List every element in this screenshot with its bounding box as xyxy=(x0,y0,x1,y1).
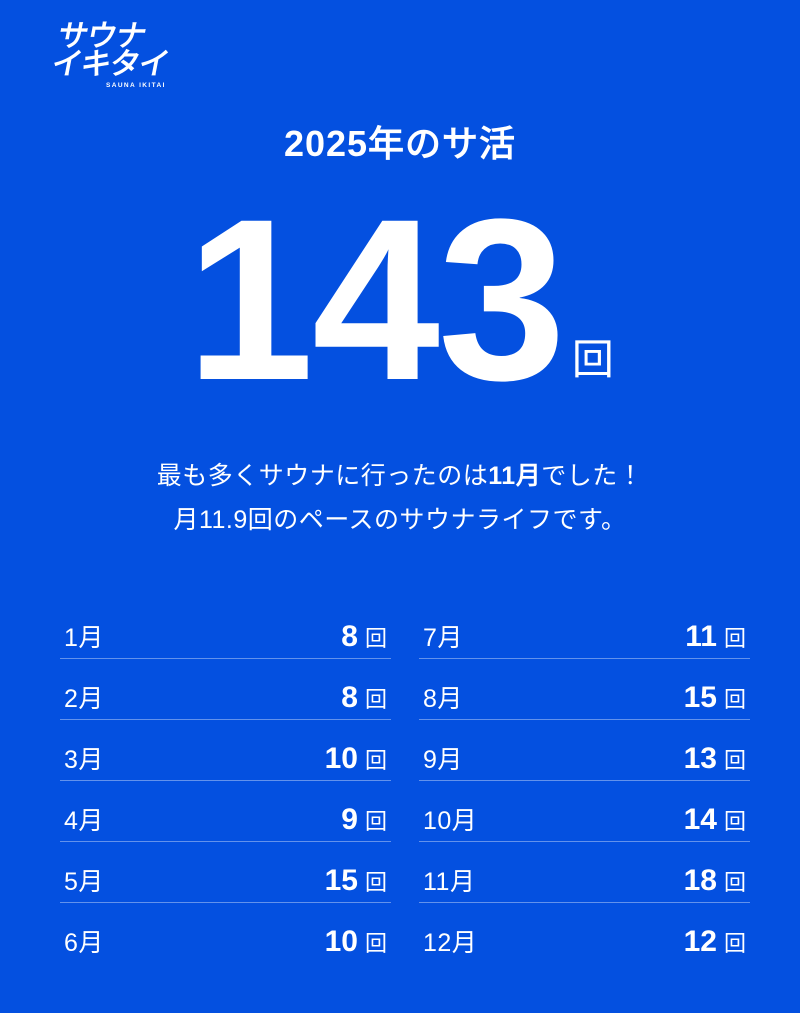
month-count: 18 xyxy=(683,864,717,897)
month-value: 8 回 xyxy=(341,661,387,715)
logo-subtext: SAUNA IKITAI xyxy=(106,82,166,89)
month-count: 8 xyxy=(341,620,358,653)
month-label: 12月 xyxy=(423,929,478,957)
table-row[interactable]: 5月 15 回 xyxy=(60,842,391,903)
month-count: 15 xyxy=(683,681,717,714)
page-title: 2025年のサ活 xyxy=(283,123,517,164)
month-unit: 回 xyxy=(723,870,746,895)
month-label: 5月 xyxy=(64,868,104,896)
summary-description-line-1: 最も多くサウナに行ったのは11月でした！ xyxy=(0,455,800,499)
month-unit: 回 xyxy=(364,626,387,651)
month-count: 15 xyxy=(324,864,358,897)
table-row[interactable]: 6月 10 回 xyxy=(60,903,391,964)
month-value: 15 回 xyxy=(325,844,387,898)
month-value: 18 回 xyxy=(684,844,746,898)
total-visits-number: 143 xyxy=(186,170,566,428)
month-count: 11 xyxy=(685,620,717,653)
total-visits-unit: 回 xyxy=(571,336,614,383)
month-value: 13 回 xyxy=(684,722,746,776)
table-row[interactable]: 3月 10 回 xyxy=(60,720,391,781)
month-label: 1月 xyxy=(64,624,104,652)
monthly-breakdown-table: 1月 8 回 2月 8 回 3月 10 回 xyxy=(60,598,750,964)
table-row[interactable]: 1月 8 回 xyxy=(60,598,391,659)
month-label: 3月 xyxy=(64,746,104,774)
month-label: 4月 xyxy=(64,807,104,835)
month-value: 12 回 xyxy=(684,905,746,959)
month-value: 15 回 xyxy=(684,661,746,715)
table-row[interactable]: 8月 15 回 xyxy=(419,659,750,720)
month-unit: 回 xyxy=(723,748,746,773)
month-count: 10 xyxy=(324,925,358,958)
month-unit: 回 xyxy=(723,626,746,651)
month-value: 8 回 xyxy=(341,600,387,654)
peak-month-prefix: 最も多くサウナに行ったのは xyxy=(156,462,489,490)
month-unit: 回 xyxy=(364,870,387,895)
table-row[interactable]: 2月 8 回 xyxy=(60,659,391,720)
month-value: 10 回 xyxy=(325,905,387,959)
logo-line-katakana-ikitai: イキタイ xyxy=(48,47,172,82)
month-unit: 回 xyxy=(364,748,387,773)
month-value: 11 回 xyxy=(685,600,746,654)
table-row[interactable]: 11月 18 回 xyxy=(419,842,750,903)
month-unit: 回 xyxy=(723,809,746,834)
month-unit: 回 xyxy=(364,809,387,834)
month-count: 12 xyxy=(683,925,717,958)
table-row[interactable]: 9月 13 回 xyxy=(419,720,750,781)
month-count: 10 xyxy=(324,742,358,775)
summary-description-line-2: 月11.9回のペースのサウナライフです。 xyxy=(173,505,627,534)
peak-month-highlight: 11月 xyxy=(488,462,542,490)
month-unit: 回 xyxy=(723,687,746,712)
month-value: 14 回 xyxy=(684,783,746,837)
month-value: 9 回 xyxy=(341,783,387,837)
month-label: 11月 xyxy=(423,868,476,896)
month-label: 8月 xyxy=(423,685,463,713)
table-row[interactable]: 4月 9 回 xyxy=(60,781,391,842)
month-count: 13 xyxy=(683,742,717,775)
monthly-breakdown-right-column: 7月 11 回 8月 15 回 9月 13 回 xyxy=(419,598,750,964)
total-visits-block: 143 回 xyxy=(0,170,800,428)
month-value: 10 回 xyxy=(325,722,387,776)
month-unit: 回 xyxy=(723,931,746,956)
month-count: 8 xyxy=(341,681,358,714)
sauna-ikitai-logo[interactable]: サウナ イキタイ SAUNA IKITAI xyxy=(28,14,228,94)
month-label: 7月 xyxy=(423,624,463,652)
month-count: 14 xyxy=(683,803,717,836)
table-row[interactable]: 7月 11 回 xyxy=(419,598,750,659)
summary-description: 最も多くサウナに行ったのは11月でした！ 月11.9回のペースのサウナライフです… xyxy=(0,455,800,543)
month-label: 10月 xyxy=(423,807,478,835)
month-unit: 回 xyxy=(364,687,387,712)
month-count: 9 xyxy=(341,803,358,836)
monthly-breakdown-left-column: 1月 8 回 2月 8 回 3月 10 回 xyxy=(60,598,391,964)
month-label: 6月 xyxy=(64,929,104,957)
table-row[interactable]: 10月 14 回 xyxy=(419,781,750,842)
table-row[interactable]: 12月 12 回 xyxy=(419,903,750,964)
month-label: 2月 xyxy=(64,685,104,713)
month-unit: 回 xyxy=(364,931,387,956)
month-label: 9月 xyxy=(423,746,463,774)
peak-month-suffix: でした！ xyxy=(541,462,644,490)
